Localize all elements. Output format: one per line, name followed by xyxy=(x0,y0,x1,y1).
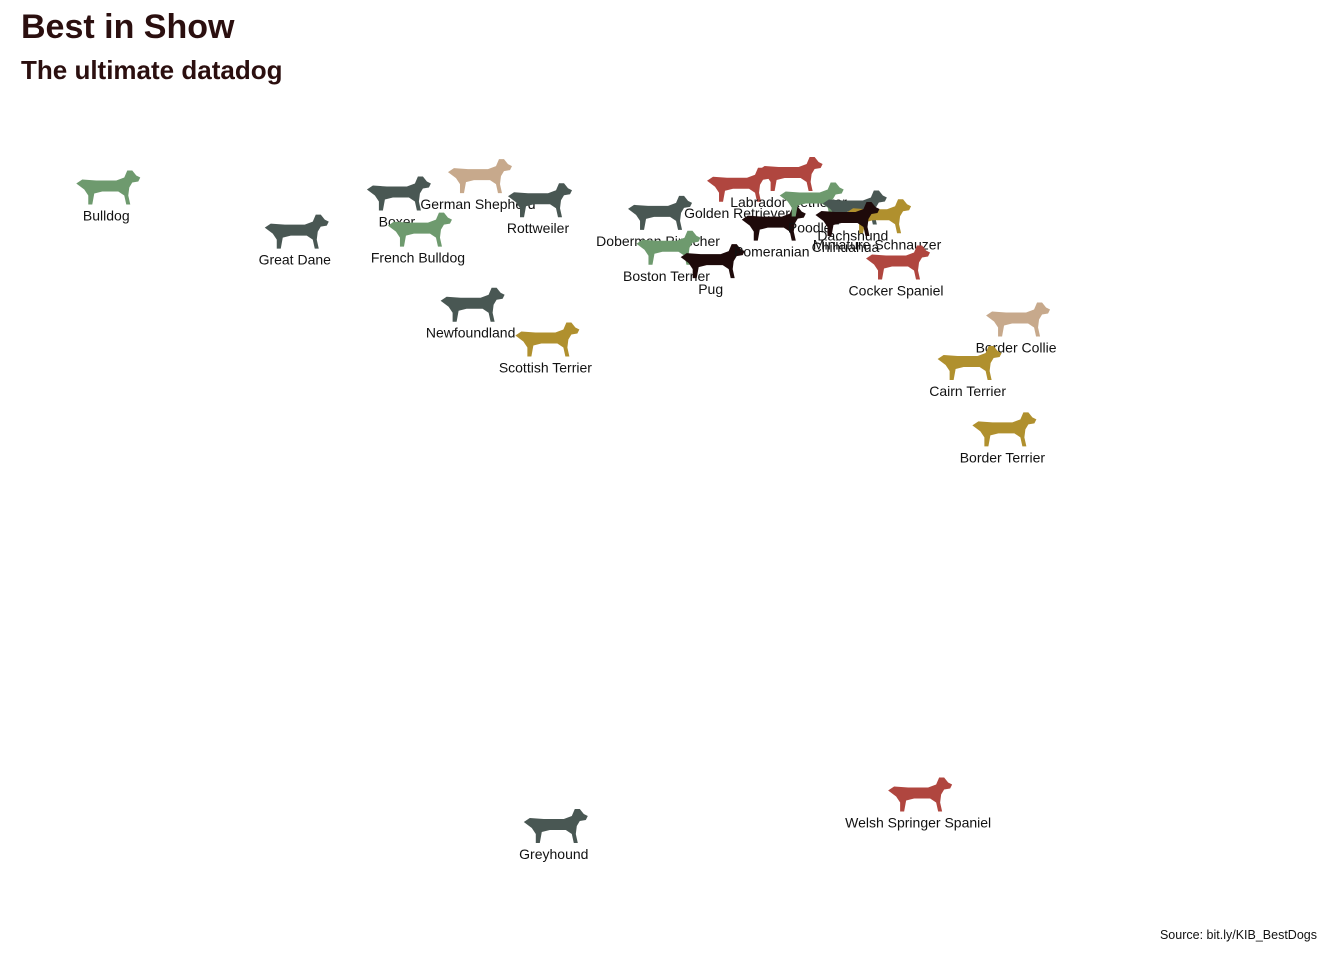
dog-label: Cairn Terrier xyxy=(929,383,1006,399)
dog-point-welsh-springer-spaniel: Welsh Springer Spaniel xyxy=(845,777,991,830)
dog-icon xyxy=(680,244,745,279)
dog-icon xyxy=(815,201,880,236)
dog-point-cairn-terrier: Cairn Terrier xyxy=(929,346,1006,399)
dog-label: French Bulldog xyxy=(371,250,465,266)
dog-label: Miniature Schnauzer xyxy=(813,236,942,252)
dog-label: Scottish Terrier xyxy=(499,360,592,376)
dog-point-rottweiler: Rottweiler xyxy=(507,183,573,236)
dog-icon xyxy=(508,183,573,218)
dog-icon xyxy=(515,322,580,357)
dog-point-cocker-spaniel: Cocker Spaniel xyxy=(849,245,944,299)
dog-label: Greyhound xyxy=(519,846,588,862)
dog-label: Cocker Spaniel xyxy=(849,283,944,299)
dog-point-greyhound: Greyhound xyxy=(519,808,588,862)
dog-label: Poodle xyxy=(788,220,832,236)
dog-label: Boston Terrier xyxy=(623,268,710,284)
dog-point-border-terrier: Border Terrier xyxy=(960,412,1046,465)
dog-label: Dachshund xyxy=(817,228,888,244)
source-caption: Source: bit.ly/KIB_BestDogs xyxy=(1159,928,1317,942)
dog-icon xyxy=(387,212,452,247)
dog-icon xyxy=(758,157,823,192)
chart-title: Best in Show xyxy=(21,8,235,46)
chart-subtitle: The ultimate datadog xyxy=(21,55,283,85)
dog-icon xyxy=(779,182,844,217)
dog-label: German Shepherd xyxy=(420,196,535,212)
dog-point-boston-terrier: Boston Terrier xyxy=(623,230,710,284)
dog-point-pug: Pug xyxy=(680,244,745,297)
dog-point-newfoundland: Newfoundland xyxy=(426,287,516,341)
dog-icon xyxy=(264,214,329,249)
dog-point-great-dane: Great Dane xyxy=(259,214,332,268)
dog-point-poodle: Poodle xyxy=(779,182,844,236)
dog-point-border-collie: Border Collie xyxy=(976,302,1057,355)
dog-label: Pug xyxy=(698,281,723,297)
dog-label: Welsh Springer Spaniel xyxy=(845,814,991,830)
dog-point-chihuahua: Chihuahua xyxy=(812,201,880,255)
dog-point-german-shepherd: German Shepherd xyxy=(420,159,536,212)
dog-icon xyxy=(707,167,772,202)
dog-point-french-bulldog: French Bulldog xyxy=(371,212,465,266)
dog-icon xyxy=(628,195,693,230)
dog-label: Pomeranian xyxy=(734,244,810,260)
dog-label: Newfoundland xyxy=(426,325,516,341)
dog-icon xyxy=(76,170,141,205)
dog-icon xyxy=(986,302,1051,337)
dog-icon xyxy=(866,245,931,280)
dog-point-scottish-terrier: Scottish Terrier xyxy=(499,322,592,376)
dog-label: Bulldog xyxy=(83,207,130,223)
dog-icon xyxy=(366,176,431,211)
dog-icon xyxy=(447,159,512,194)
dog-label: Chihuahua xyxy=(812,239,880,255)
dog-label: Great Dane xyxy=(259,252,332,268)
dog-icon xyxy=(523,808,588,843)
dog-label: Rottweiler xyxy=(507,220,570,236)
dog-point-pomeranian: Pomeranian xyxy=(734,206,810,260)
dog-icon xyxy=(636,230,701,265)
dog-label: Border Terrier xyxy=(960,449,1046,465)
dog-icon xyxy=(972,412,1037,447)
dog-icon xyxy=(440,287,505,322)
dog-icon xyxy=(741,206,806,241)
dog-icon xyxy=(888,777,953,812)
dog-icon xyxy=(937,346,1002,380)
dog-point-bulldog: Bulldog xyxy=(76,170,141,223)
